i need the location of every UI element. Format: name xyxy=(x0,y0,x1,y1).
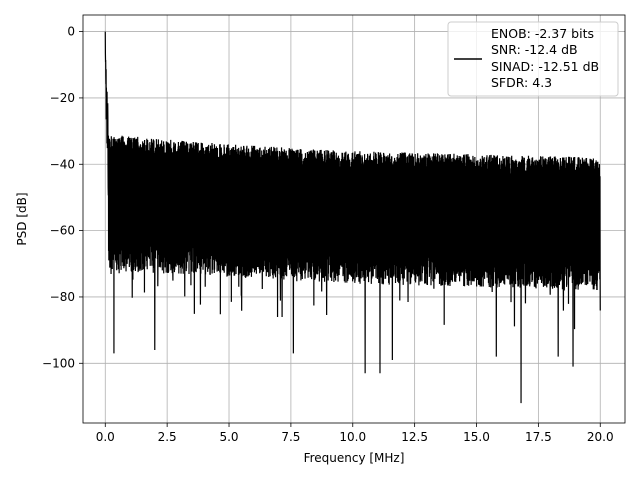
y-tick-label: −80 xyxy=(50,290,75,304)
y-tick-label: −60 xyxy=(50,224,75,238)
legend-entry-sfdr: SFDR: 4.3 xyxy=(491,75,552,90)
x-tick-label: 10.0 xyxy=(339,430,366,444)
x-axis-label: Frequency [MHz] xyxy=(304,451,405,465)
legend-entry-sinad: SINAD: -12.51 dB xyxy=(491,59,599,74)
legend-entry-snr: SNR: -12.4 dB xyxy=(491,42,578,57)
x-tick-label: 17.5 xyxy=(525,430,552,444)
y-tick-label: 0 xyxy=(67,25,75,39)
y-tick-label: −20 xyxy=(50,91,75,105)
plot-frame xyxy=(82,14,626,424)
x-tick-label: 7.5 xyxy=(281,430,300,444)
y-axis-label: PSD [dB] xyxy=(15,192,29,245)
x-tick-label: 5.0 xyxy=(219,430,238,444)
y-tick-label: −100 xyxy=(42,356,75,370)
legend-box xyxy=(447,21,619,97)
psd-series-line xyxy=(104,31,601,404)
legend: ENOB: -2.37 bits SNR: -12.4 dB SINAD: -1… xyxy=(447,21,619,97)
x-tick-label: 0.0 xyxy=(96,430,115,444)
x-tick-label: 15.0 xyxy=(463,430,490,444)
x-axis: 0.0 2.5 5.0 7.5 10.0 12.5 15.0 17.5 20.0 xyxy=(96,423,614,444)
y-axis: 0 −20 −40 −60 −80 −100 xyxy=(42,25,83,370)
x-tick-label: 2.5 xyxy=(158,430,177,444)
y-tick-label: −40 xyxy=(50,157,75,171)
x-tick-label: 20.0 xyxy=(587,430,614,444)
legend-entry-enob: ENOB: -2.37 bits xyxy=(491,26,594,41)
x-tick-label: 12.5 xyxy=(401,430,428,444)
psd-trace xyxy=(104,31,601,404)
